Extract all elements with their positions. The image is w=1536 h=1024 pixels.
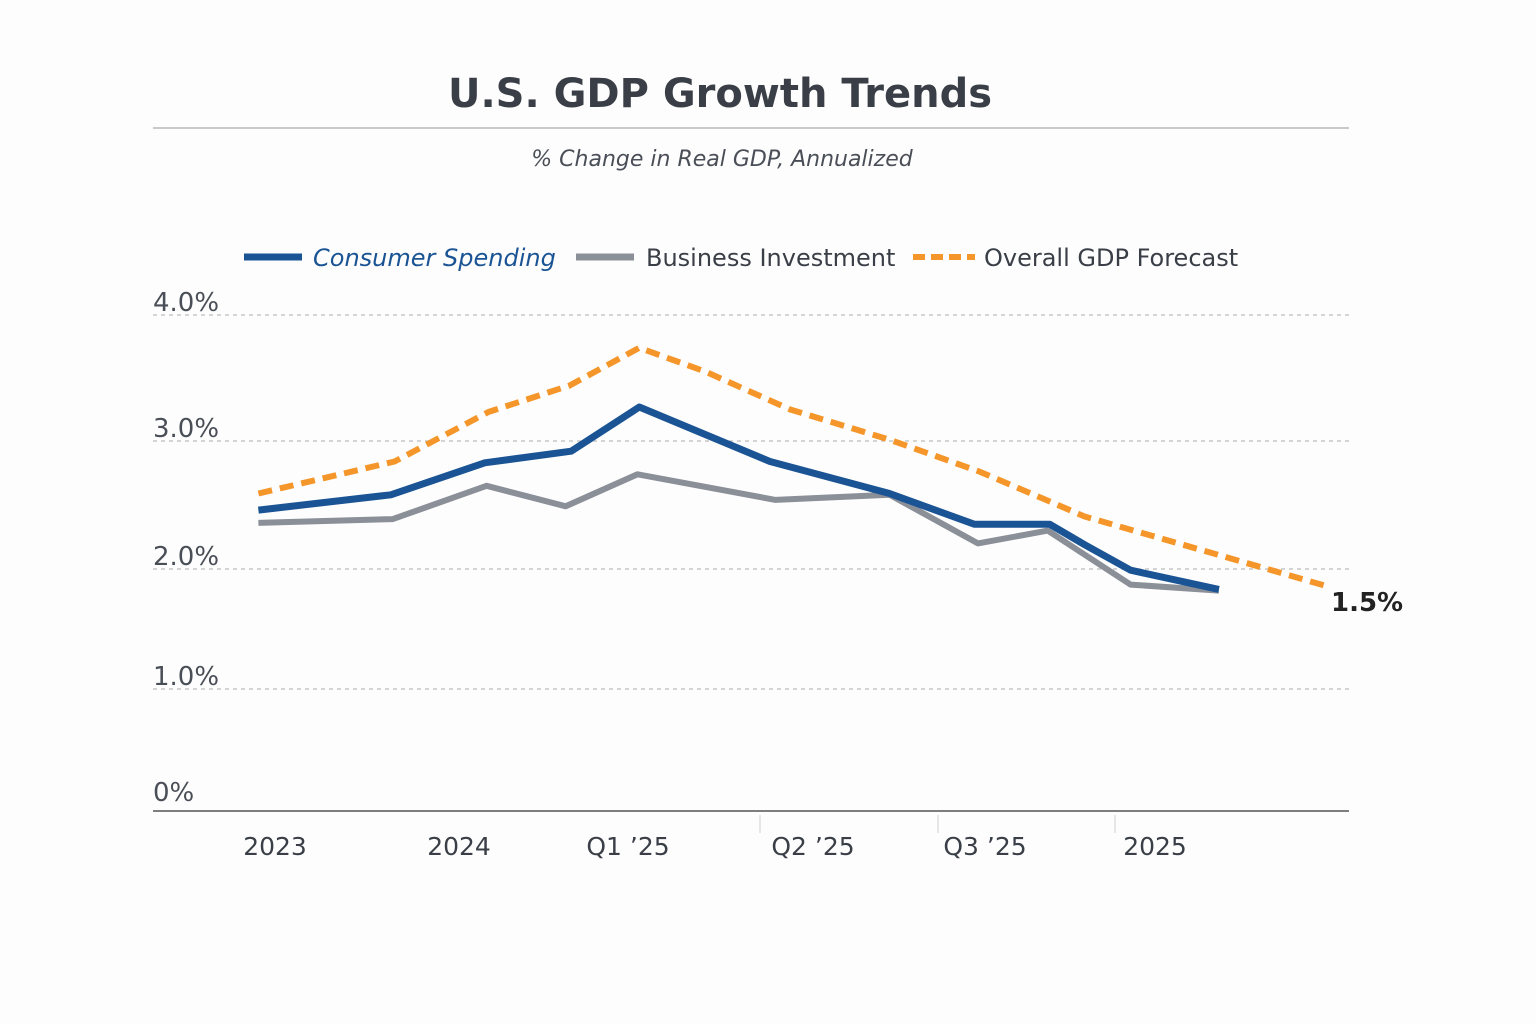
forecast-end-label: 1.5% bbox=[1331, 588, 1403, 618]
x-tick-label: Q1 ’25 bbox=[586, 832, 669, 861]
x-tick-label: Q2 ’25 bbox=[771, 832, 854, 861]
legend: Consumer Spending Business Investment Ov… bbox=[244, 244, 1238, 272]
chart-subtitle: % Change in Real GDP, Annualized bbox=[531, 147, 913, 172]
x-tick-label: 2025 bbox=[1123, 832, 1187, 861]
y-tick-label: 0% bbox=[153, 778, 194, 808]
legend-item-overall-gdp-forecast: Overall GDP Forecast bbox=[913, 244, 1238, 272]
legend-label-overall-gdp-forecast: Overall GDP Forecast bbox=[984, 244, 1238, 272]
x-tick-label: 2023 bbox=[243, 832, 307, 861]
x-tick-label: Q3 ’25 bbox=[943, 832, 1026, 861]
legend-item-business-investment: Business Investment bbox=[576, 244, 895, 272]
y-tick-label: 3.0% bbox=[153, 414, 219, 444]
x-tick-label: 2024 bbox=[427, 832, 491, 861]
y-tick-label: 1.0% bbox=[153, 662, 219, 692]
chart-title: U.S. GDP Growth Trends bbox=[448, 71, 992, 117]
legend-label-business-investment: Business Investment bbox=[646, 244, 895, 272]
legend-label-consumer-spending: Consumer Spending bbox=[313, 244, 556, 272]
y-tick-label: 2.0% bbox=[153, 542, 219, 572]
legend-item-consumer-spending: Consumer Spending bbox=[244, 244, 556, 272]
series-line-consumer-spending bbox=[257, 403, 1220, 593]
y-tick-label: 4.0% bbox=[153, 288, 219, 318]
